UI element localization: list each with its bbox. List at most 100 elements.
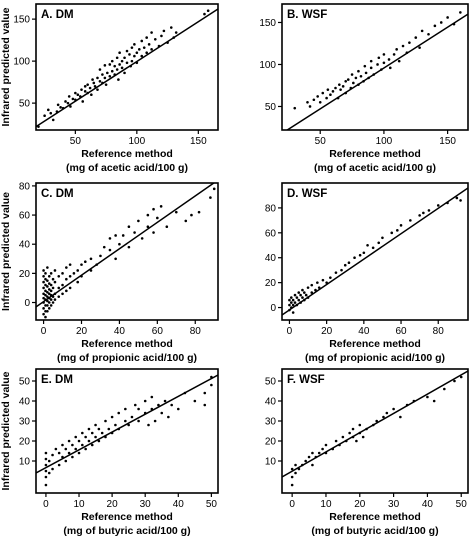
data-point [44, 309, 47, 313]
data-point [42, 292, 45, 296]
data-point [113, 64, 117, 68]
data-point [83, 260, 87, 264]
data-point [388, 66, 392, 70]
data-point [51, 295, 55, 298]
data-point [157, 44, 161, 48]
data-point [203, 12, 206, 16]
data-point [362, 79, 365, 83]
data-point [101, 81, 104, 85]
data-point [133, 54, 136, 58]
data-point [133, 231, 136, 234]
plot-frame [35, 182, 219, 321]
data-point [172, 36, 176, 39]
data-point [347, 261, 351, 265]
data-point [127, 423, 130, 427]
data-point [44, 293, 47, 297]
data-point [150, 48, 153, 51]
x-tick-label: 0 [41, 326, 47, 337]
data-point [293, 293, 297, 297]
data-point [89, 257, 93, 261]
data-point [71, 455, 74, 459]
x-tick-label: 80 [433, 326, 445, 337]
data-point [405, 403, 409, 407]
x-tick-label: 40 [114, 326, 126, 337]
data-point [110, 415, 114, 419]
data-point [291, 298, 295, 302]
data-point [99, 254, 102, 258]
x-axis-unit: (mg of butyric acid/100 g) [63, 525, 190, 537]
data-point [92, 81, 96, 85]
data-point [66, 101, 70, 105]
y-axis-label: Infrared predicted value [0, 7, 12, 126]
data-point [290, 475, 294, 479]
data-point [365, 427, 368, 431]
data-point [174, 31, 178, 34]
data-point [120, 66, 124, 70]
data-point [90, 93, 93, 97]
data-point [44, 289, 47, 293]
data-point [96, 88, 99, 91]
data-point [176, 407, 180, 411]
data-point [81, 443, 84, 447]
panel-title: D. WSF [287, 188, 327, 200]
y-tick-label: 80 [19, 181, 31, 192]
data-point [74, 435, 78, 439]
data-point [392, 407, 395, 411]
data-point [67, 439, 71, 443]
data-point [170, 403, 173, 407]
data-point [49, 272, 53, 275]
data-point [382, 53, 386, 56]
data-point [190, 213, 193, 217]
data-point [42, 274, 45, 278]
data-point [299, 301, 302, 304]
data-point [300, 463, 304, 467]
data-point [46, 285, 49, 288]
data-point [412, 399, 416, 403]
data-point [108, 74, 112, 78]
y-tick-label: 0 [270, 303, 276, 314]
data-point [44, 283, 47, 287]
data-point [348, 431, 351, 435]
data-point [103, 64, 107, 67]
data-point [53, 292, 57, 296]
data-point [316, 95, 319, 98]
data-point [399, 224, 403, 227]
data-point [43, 114, 46, 118]
data-point [81, 431, 84, 435]
data-point [44, 469, 48, 473]
data-point [147, 43, 151, 46]
data-point [47, 274, 51, 278]
plot-frame [35, 368, 219, 494]
data-point [152, 207, 155, 211]
data-point [163, 399, 167, 403]
data-point [114, 423, 117, 427]
data-point [395, 48, 398, 51]
data-point [61, 106, 65, 110]
data-point [290, 296, 293, 299]
y-tick-label: 20 [265, 278, 277, 289]
data-point [77, 451, 81, 455]
x-tick-label: 10 [320, 499, 332, 510]
data-point [427, 32, 430, 36]
data-point [382, 415, 385, 419]
data-point [304, 459, 307, 463]
x-axis-unit: (mg of acetic acid/100 g) [314, 162, 436, 174]
data-point [203, 403, 207, 407]
x-axis-label: Reference method [81, 148, 173, 160]
data-point [125, 61, 129, 65]
data-point [59, 106, 62, 109]
data-point [291, 303, 295, 307]
data-point [361, 435, 365, 439]
data-point [57, 274, 61, 278]
data-point [420, 29, 424, 33]
data-point [44, 272, 47, 275]
data-point [86, 91, 89, 95]
data-point [367, 76, 370, 80]
data-point [47, 292, 51, 296]
data-point [113, 73, 117, 76]
x-tick-label: 50 [456, 499, 468, 510]
data-point [358, 423, 362, 427]
x-axis-unit: (mg of acetic acid/100 g) [66, 162, 188, 174]
data-point [331, 90, 335, 93]
x-axis-unit: (mg of propionic acid/100 g) [305, 352, 445, 364]
